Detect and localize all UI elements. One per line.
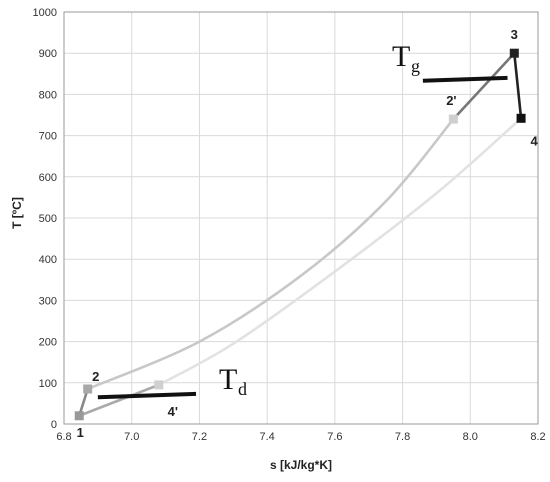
y-tick-label: 1000 [33, 7, 57, 19]
x-axis-title: s [kJ/kg*K] [270, 458, 332, 472]
y-tick-label: 900 [39, 48, 57, 60]
state-point-marker [509, 48, 519, 58]
state-point-label: 4 [530, 133, 538, 148]
x-tick-label: 7.8 [395, 431, 410, 443]
x-tick-label: 8.2 [530, 431, 545, 443]
y-tick-labels: 0 100 200 300 400 500 600 700 800 900 1000 [33, 7, 57, 431]
state-point-label: 4' [168, 404, 178, 419]
y-tick-label: 200 [39, 337, 57, 349]
state-point-label: 3 [511, 27, 518, 42]
process-line-2 [86, 117, 455, 391]
x-tick-label: 6.8 [56, 431, 71, 443]
process-line-3 [452, 51, 516, 121]
plot-frame [63, 11, 539, 425]
y-tick-label: 800 [39, 89, 57, 101]
annotation-subscript-d: d [238, 379, 247, 399]
process-line-4 [513, 51, 523, 120]
state-point-marker [516, 113, 526, 123]
annotation-bar-td [97, 391, 197, 400]
point-markers [74, 48, 526, 421]
y-tick-label: 100 [39, 378, 57, 390]
annotation-lines [97, 75, 508, 400]
process-line-5 [157, 117, 523, 387]
process-line-6 [77, 383, 161, 418]
annotation-subscript-g: g [411, 56, 420, 76]
x-tick-label: 8.0 [463, 431, 478, 443]
x-tick-label: 7.0 [124, 431, 139, 443]
plot-area-border [63, 11, 539, 425]
state-point-label: 2' [446, 93, 456, 108]
state-point-label: 1 [77, 425, 84, 440]
y-axis-title: T [ºC] [10, 197, 24, 229]
state-point-marker [74, 411, 84, 421]
state-point-marker [154, 380, 164, 390]
x-tick-label: 7.2 [192, 431, 207, 443]
series-lines [77, 51, 523, 418]
x-tick-labels: 6.8 7.0 7.2 7.4 7.6 7.8 8.0 8.2 [56, 431, 545, 443]
x-tick-label: 7.6 [327, 431, 342, 443]
state-point-marker [448, 114, 458, 124]
annotation-bar-tg [422, 75, 508, 83]
y-tick-label: 0 [51, 419, 57, 431]
state-point-label: 2 [92, 369, 99, 384]
grid [63, 11, 539, 425]
y-tick-label: 600 [39, 172, 57, 184]
x-tick-label: 7.4 [259, 431, 274, 443]
point-labels: 1 2 2' 3 4 4' [77, 27, 539, 440]
y-tick-label: 500 [39, 213, 57, 225]
state-point-marker [83, 384, 93, 394]
annotation-label-tg: T [392, 40, 410, 73]
annotation-label-td: T [219, 363, 237, 396]
y-tick-label: 400 [39, 254, 57, 266]
y-tick-label: 300 [39, 295, 57, 307]
y-tick-label: 700 [39, 131, 57, 143]
